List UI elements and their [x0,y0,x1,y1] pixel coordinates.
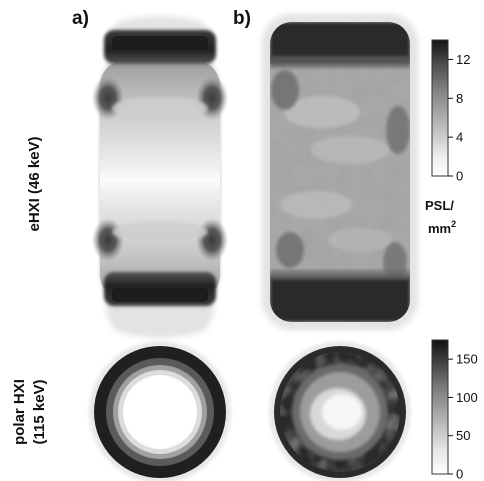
colorbar-top-tick-label: 4 [456,130,463,145]
panel-label-b: b) [233,8,251,29]
colorbar-top-tick-label: 8 [456,91,463,106]
colorbar-top-tick-label: 0 [456,169,463,184]
colorbar-top-ticks: 0 4 8 12 [448,52,470,184]
panel-b-ehxi-image [262,14,418,330]
unit-superscript: 2 [451,219,456,229]
unit-base: mm [428,221,451,236]
row-label-top: eHXI (46 keV) [26,136,43,231]
panel-a-polar-hxi-ring [89,341,231,481]
colorbar-bottom-ticks: 0 50 100 150 [448,352,478,481]
colorbar-top: 0 4 8 12 PSL/ mm2 [425,39,470,236]
colorbar-bottom-tick-label: 50 [456,428,470,443]
panel-b-polar-hxi-ring [269,341,411,481]
colorbar-bottom-tick-label: 100 [456,390,478,405]
panel-label-a: a) [72,8,89,29]
colorbar-bottom: 0 50 100 150 [431,339,478,481]
colorbar-bottom-tick-label: 0 [456,467,463,481]
panel-a-ehxi-image [92,16,228,338]
colorbar-bottom-tick-label: 150 [456,352,478,367]
colorbar-top-unit-line2: mm2 [428,219,456,236]
row-label-bottom-line1: polar HXI [11,379,28,445]
row-label-bottom-line2: (115 keV) [31,379,48,444]
colorbar-top-unit-line1: PSL/ [425,198,454,213]
colorbar-top-tick-label: 12 [456,52,470,67]
